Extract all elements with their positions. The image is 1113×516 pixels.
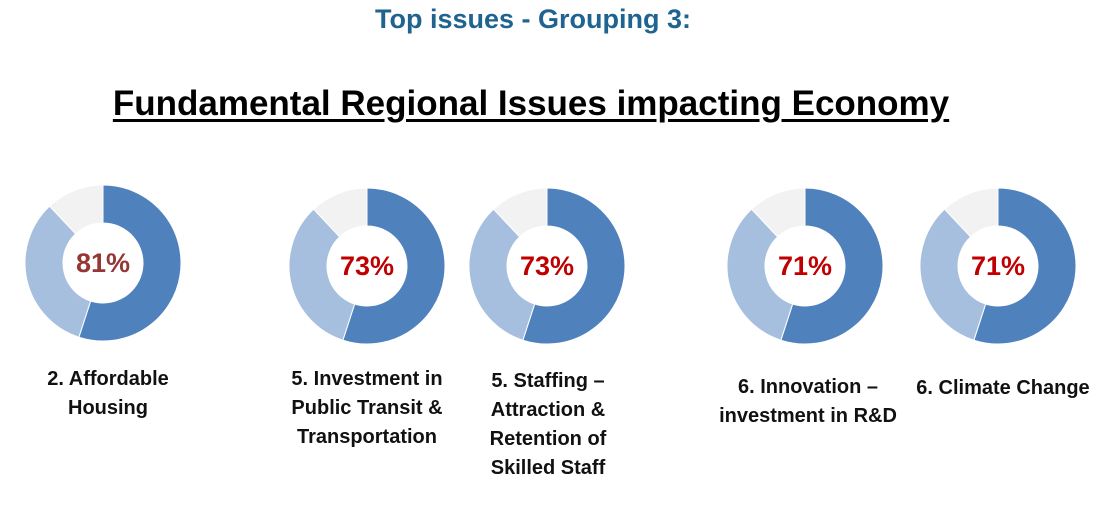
donut-secondary-segment	[288, 208, 356, 341]
donut-primary-segment	[78, 184, 182, 342]
donut-chart-3: 73%	[468, 187, 626, 345]
donut-remainder-segment	[750, 187, 806, 238]
donut-secondary-segment	[24, 205, 92, 338]
donut-chart-1: 81%	[24, 184, 182, 342]
percentage-label: 81%	[76, 248, 130, 278]
donut-secondary-segment	[726, 208, 794, 341]
donut-primary-segment	[522, 187, 626, 345]
grouping-title: Top issues - Grouping 3:	[374, 4, 691, 34]
donut-remainder-segment	[943, 187, 999, 238]
donut-primary-segment	[780, 187, 884, 345]
donut-secondary-segment	[919, 208, 987, 341]
category-label-2: 5. Investment in Public Transit & Transp…	[291, 368, 443, 448]
donut-remainder-segment	[48, 184, 104, 235]
percentage-label: 73%	[340, 251, 394, 281]
percentage-label: 71%	[778, 251, 832, 281]
category-label-4: 6. Innovation – investment in R&D	[719, 376, 897, 427]
donut-primary-segment	[973, 187, 1077, 345]
donut-chart-5: 71%	[919, 187, 1077, 345]
percentage-label: 71%	[971, 251, 1025, 281]
category-label-1: 2. Affordable Housing	[47, 368, 169, 419]
donut-secondary-segment	[468, 208, 536, 341]
main-title: Fundamental Regional Issues impacting Ec…	[112, 84, 950, 123]
category-label-3: 5. Staffing – Attraction & Retention of …	[489, 370, 607, 479]
donut-remainder-segment	[492, 187, 548, 238]
category-label-5: 6. Climate Change	[916, 377, 1090, 399]
donut-chart-4: 71%	[726, 187, 884, 345]
donut-chart-2: 73%	[288, 187, 446, 345]
percentage-label: 73%	[520, 251, 574, 281]
donut-remainder-segment	[312, 187, 368, 238]
donut-primary-segment	[342, 187, 446, 345]
